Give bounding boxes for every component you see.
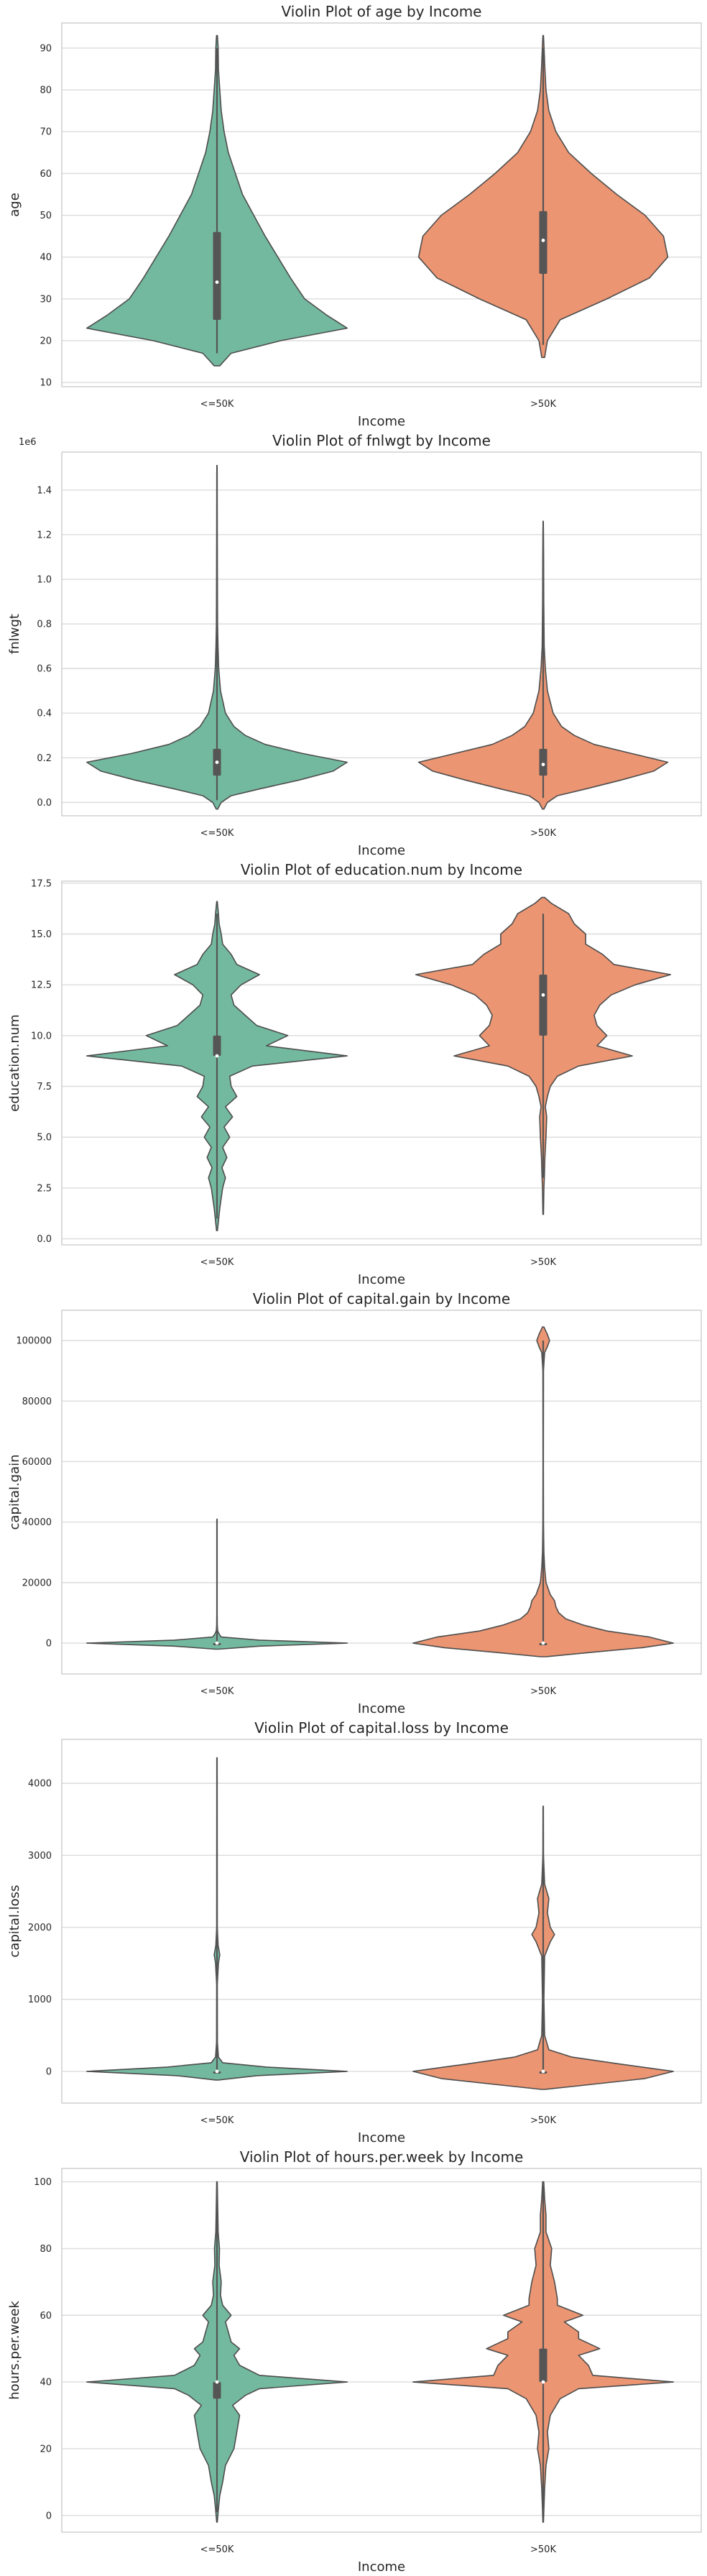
x-tick-label: >50K bbox=[530, 828, 556, 839]
x-tick-label: >50K bbox=[530, 1257, 556, 1268]
y-tick-label: 2000 bbox=[28, 1923, 52, 1933]
plot-frame bbox=[61, 1310, 702, 1675]
chart-title: Violin Plot of age by Income bbox=[282, 3, 482, 20]
y-offset-label: 1e6 bbox=[19, 437, 37, 448]
y-tick-label: 1.0 bbox=[37, 574, 52, 585]
plot-frame bbox=[61, 880, 702, 1246]
violin-iqr-box bbox=[539, 975, 547, 1036]
x-axis-label: Income bbox=[358, 414, 405, 429]
violin-iqr-box bbox=[213, 231, 221, 320]
y-tick-label: 15.0 bbox=[31, 929, 52, 940]
x-tick-label: <=50K bbox=[200, 2544, 234, 2555]
y-axis-label: age bbox=[7, 193, 22, 217]
y-tick-label: 40 bbox=[40, 252, 52, 263]
x-axis-label: Income bbox=[358, 2559, 405, 2575]
y-tick-label: 12.5 bbox=[31, 980, 52, 991]
y-tick-label: 3000 bbox=[28, 1851, 52, 1862]
y-tick-label: 10.0 bbox=[31, 1031, 52, 1041]
y-tick-label: 17.5 bbox=[31, 878, 52, 889]
y-tick-label: 90 bbox=[40, 43, 52, 54]
y-tick-label: 2.5 bbox=[37, 1183, 52, 1194]
x-axis-label: Income bbox=[358, 843, 405, 858]
plot-frame bbox=[61, 451, 702, 816]
violin-iqr-box bbox=[213, 2382, 221, 2399]
plot-frame bbox=[61, 1739, 702, 2104]
violin-median-dot bbox=[541, 763, 545, 767]
y-tick-label: 1000 bbox=[28, 1995, 52, 2005]
violin-iqr-box bbox=[539, 748, 547, 776]
y-tick-label: 0.6 bbox=[37, 664, 52, 675]
y-tick-label: 10 bbox=[40, 378, 52, 389]
x-axis-label: Income bbox=[358, 1701, 405, 1716]
chart-title: Violin Plot of hours.per.week by Income bbox=[240, 2148, 524, 2166]
violin-median-dot bbox=[215, 1641, 219, 1645]
y-tick-label: 0.0 bbox=[37, 798, 52, 809]
y-tick-label: 20000 bbox=[22, 1578, 52, 1588]
y-tick-label: 100 bbox=[34, 2177, 52, 2188]
violin-median-dot bbox=[215, 2380, 219, 2384]
y-tick-label: 20 bbox=[40, 2444, 52, 2455]
y-tick-label: 7.5 bbox=[37, 1082, 52, 1092]
violin-iqr-box bbox=[539, 211, 547, 274]
y-tick-label: 40 bbox=[40, 2378, 52, 2388]
violin-median-dot bbox=[215, 760, 219, 764]
x-axis-label: Income bbox=[358, 1272, 405, 1287]
violin-median-dot bbox=[541, 2380, 545, 2384]
x-tick-label: <=50K bbox=[200, 1257, 234, 1268]
violin-median-dot bbox=[215, 280, 219, 284]
violin-median-dot bbox=[541, 993, 545, 997]
y-tick-label: 0 bbox=[46, 1639, 52, 1650]
y-tick-label: 1.2 bbox=[37, 530, 52, 540]
y-axis-label: capital.loss bbox=[7, 1885, 22, 1958]
violin-iqr-box bbox=[213, 1035, 221, 1057]
y-tick-label: 40000 bbox=[22, 1517, 52, 1528]
y-tick-label: 0.2 bbox=[37, 753, 52, 764]
x-tick-label: <=50K bbox=[200, 399, 234, 410]
y-tick-label: 60 bbox=[40, 2311, 52, 2322]
y-axis-label: fnlwgt bbox=[7, 614, 22, 654]
chart-title: Violin Plot of education.num by Income bbox=[241, 861, 522, 878]
y-tick-label: 0 bbox=[46, 2066, 52, 2077]
x-tick-label: >50K bbox=[530, 2115, 556, 2126]
y-tick-label: 80 bbox=[40, 86, 52, 96]
x-tick-label: <=50K bbox=[200, 1686, 234, 1697]
x-axis-label: Income bbox=[358, 2130, 405, 2145]
y-tick-label: 80000 bbox=[22, 1397, 52, 1407]
x-tick-label: <=50K bbox=[200, 828, 234, 839]
y-tick-label: 50 bbox=[40, 211, 52, 221]
violin-iqr-box bbox=[539, 2348, 547, 2383]
y-tick-label: 100000 bbox=[16, 1336, 52, 1347]
chart-title: Violin Plot of capital.loss by Income bbox=[254, 1719, 509, 1736]
y-axis-label: capital.gain bbox=[7, 1454, 22, 1530]
y-tick-label: 1.4 bbox=[37, 485, 52, 496]
y-axis-label: hours.per.week bbox=[7, 2301, 22, 2400]
y-axis-label: education.num bbox=[7, 1014, 22, 1111]
y-tick-label: 80 bbox=[40, 2244, 52, 2255]
y-tick-label: 20 bbox=[40, 336, 52, 347]
violin-median-dot bbox=[541, 239, 545, 242]
y-tick-label: 60000 bbox=[22, 1457, 52, 1468]
y-tick-label: 0.4 bbox=[37, 709, 52, 719]
y-tick-label: 30 bbox=[40, 294, 52, 305]
chart-title: Violin Plot of capital.gain by Income bbox=[253, 1290, 510, 1307]
x-tick-label: >50K bbox=[530, 2544, 556, 2555]
plot-frame bbox=[61, 22, 702, 387]
violin-median-dot bbox=[215, 1054, 219, 1058]
x-tick-label: <=50K bbox=[200, 2115, 234, 2126]
violin-median-dot bbox=[541, 1641, 545, 1645]
y-tick-label: 0.8 bbox=[37, 620, 52, 630]
y-tick-label: 70 bbox=[40, 127, 52, 138]
x-tick-label: >50K bbox=[530, 399, 556, 410]
plot-frame bbox=[61, 2168, 702, 2533]
violin-median-dot bbox=[541, 2069, 545, 2074]
x-tick-label: >50K bbox=[530, 1686, 556, 1697]
y-tick-label: 4000 bbox=[28, 1779, 52, 1790]
y-tick-label: 5.0 bbox=[37, 1133, 52, 1144]
chart-title: Violin Plot of fnlwgt by Income bbox=[272, 432, 491, 449]
y-tick-label: 0.0 bbox=[37, 1234, 52, 1245]
y-tick-label: 60 bbox=[40, 169, 52, 180]
y-tick-label: 0 bbox=[46, 2511, 52, 2521]
violin-median-dot bbox=[215, 2069, 219, 2074]
